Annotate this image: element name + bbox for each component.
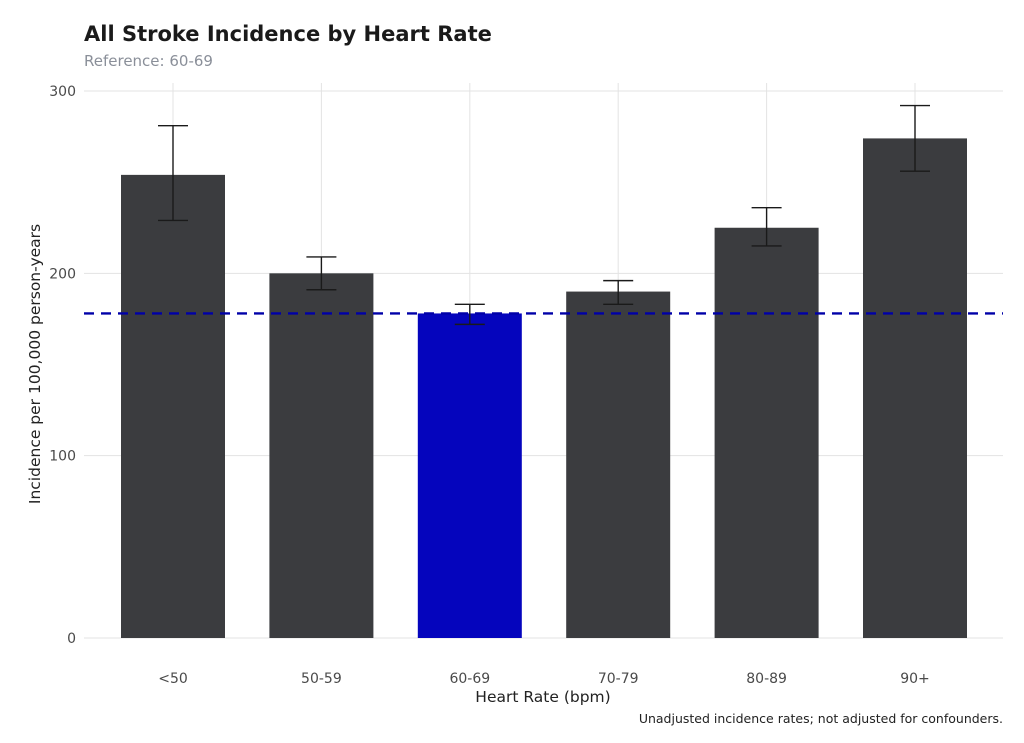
error-bars <box>158 104 930 326</box>
bar-80-89 <box>714 227 819 638</box>
y-tick-label: 100 <box>49 449 76 465</box>
x-tick-label: 80-89 <box>746 671 787 687</box>
bar-60-69 <box>417 313 522 638</box>
x-axis-label: Heart Rate (bpm) <box>475 688 610 706</box>
error-bar-60-69 <box>454 303 485 326</box>
x-tick-label: 50-59 <box>301 671 342 687</box>
y-axis-label: Incidence per 100,000 person-years <box>26 224 44 504</box>
error-bar-70-79 <box>603 279 634 306</box>
y-tick-label: 300 <box>49 84 76 100</box>
y-tick-label: 0 <box>67 631 76 647</box>
y-axis-ticks: 0 100 200 300 <box>49 84 76 647</box>
x-tick-label: 90+ <box>900 671 930 687</box>
error-bar-50-59 <box>306 256 337 291</box>
x-tick-label: 60-69 <box>449 671 490 687</box>
chart-title: All Stroke Incidence by Heart Rate <box>84 22 492 46</box>
bar-50-59 <box>269 273 374 638</box>
error-bar-<50 <box>158 124 188 222</box>
bar-70-79 <box>566 291 671 638</box>
error-bar-80-89 <box>751 206 782 247</box>
y-tick-label: 200 <box>49 266 76 282</box>
chart-subtitle: Reference: 60-69 <box>84 52 213 70</box>
bar-<50 <box>121 174 225 638</box>
x-axis-ticks: <50 50-59 60-69 70-79 80-89 90+ <box>158 671 930 687</box>
chart-caption: Unadjusted incidence rates; not adjusted… <box>639 711 1003 726</box>
x-tick-label: 70-79 <box>598 671 639 687</box>
bars <box>121 138 967 638</box>
x-tick-label: <50 <box>158 671 188 687</box>
error-bar-90+ <box>900 104 930 172</box>
bar-90+ <box>863 138 967 638</box>
